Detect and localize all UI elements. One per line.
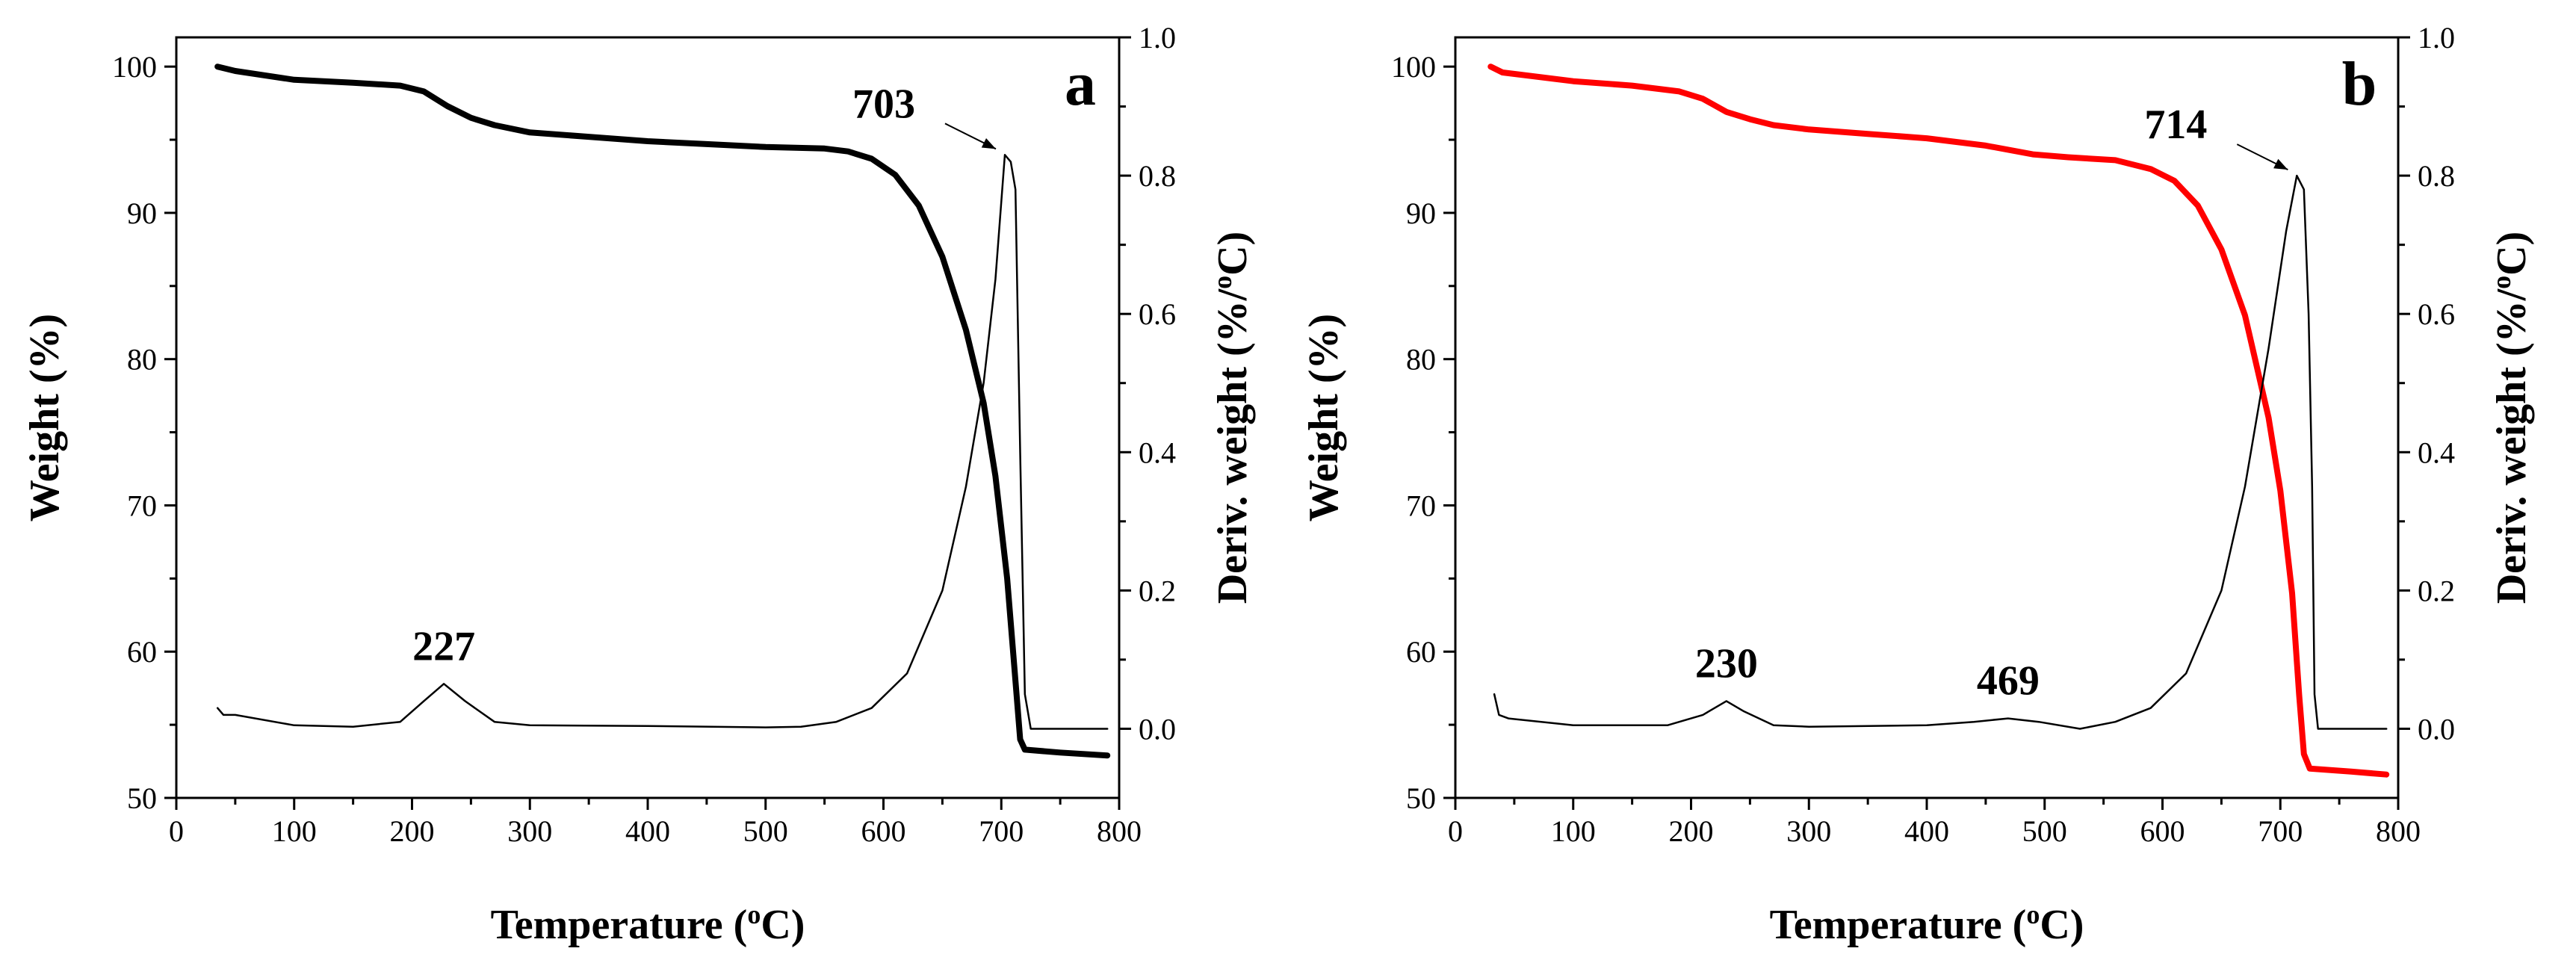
x-tick-label: 0 bbox=[1448, 814, 1463, 848]
peak-label: 714 bbox=[2144, 102, 2207, 148]
annotation-arrowhead bbox=[981, 138, 996, 149]
x-tick-label: 800 bbox=[2376, 814, 2421, 848]
series-line-deriv-weight bbox=[216, 154, 1109, 730]
x-tick-label: 700 bbox=[2258, 814, 2303, 848]
y2-tick-label: 0.4 bbox=[1139, 436, 1176, 469]
y-tick-label: 60 bbox=[1406, 635, 1436, 669]
y2-tick-label: 0.6 bbox=[2418, 297, 2455, 331]
peak-label: 230 bbox=[1695, 640, 1758, 687]
y2-tick-label: 0.0 bbox=[2418, 712, 2455, 746]
x-tick-label: 100 bbox=[1551, 814, 1596, 848]
panel-label: a bbox=[1065, 49, 1096, 119]
y2-tick-label: 0.2 bbox=[1139, 574, 1176, 607]
x-tick-label: 200 bbox=[1669, 814, 1714, 848]
series-line-weight bbox=[214, 64, 1111, 759]
y2-tick-label: 0.0 bbox=[1139, 712, 1176, 746]
y-tick-label: 60 bbox=[127, 635, 157, 669]
annotation-arrowhead bbox=[2273, 158, 2288, 170]
y-axis-title: Weight (%) bbox=[1301, 314, 1347, 521]
y2-axis-title: Deriv. weight (%/oC) bbox=[2486, 232, 2535, 604]
series-line-weight bbox=[1487, 64, 2390, 778]
series-line-deriv-weight bbox=[1493, 174, 2388, 730]
x-tick-label: 200 bbox=[390, 814, 435, 848]
x-tick-label: 500 bbox=[2022, 814, 2067, 848]
x-tick-label: 400 bbox=[625, 814, 670, 848]
y-tick-label: 90 bbox=[1406, 196, 1436, 230]
y-tick-label: 50 bbox=[127, 781, 157, 815]
x-tick-label: 700 bbox=[979, 814, 1024, 848]
x-tick-label: 100 bbox=[272, 814, 317, 848]
x-tick-label: 300 bbox=[507, 814, 552, 848]
peak-label: 469 bbox=[1977, 658, 2040, 705]
y-tick-label: 80 bbox=[127, 343, 157, 377]
y2-axis-title: Deriv. weight (%/oC) bbox=[1207, 232, 1256, 604]
panel-b: 0 100 200 300 400 500 600 700 800 50 60 70 80 90 100 0.… bbox=[1301, 21, 2535, 948]
panel-a: 0 100 200 300 400 500 600 700 800 50 60 70 80 90 100 0.… bbox=[22, 21, 1256, 948]
peak-label: 703 bbox=[852, 81, 915, 127]
y-tick-label: 70 bbox=[1406, 489, 1436, 522]
y2-tick-label: 0.2 bbox=[2418, 574, 2455, 607]
x-tick-label: 400 bbox=[1904, 814, 1949, 848]
y2-tick-label: 0.8 bbox=[2418, 159, 2455, 193]
x-tick-label: 600 bbox=[2140, 814, 2185, 848]
y-tick-label: 80 bbox=[1406, 343, 1436, 377]
y-tick-label: 70 bbox=[127, 489, 157, 522]
y-tick-label: 100 bbox=[1391, 50, 1436, 84]
y-tick-label: 100 bbox=[112, 50, 157, 84]
y-tick-label: 90 bbox=[127, 196, 157, 230]
y2-tick-label: 0.6 bbox=[1139, 297, 1176, 331]
x-axis-title: Temperature (oC) bbox=[1770, 900, 2084, 948]
x-axis-title: Temperature (oC) bbox=[491, 900, 805, 948]
y-tick-label: 50 bbox=[1406, 781, 1436, 815]
y2-tick-label: 1.0 bbox=[2418, 21, 2455, 55]
x-tick-label: 800 bbox=[1097, 814, 1142, 848]
y-axis-title: Weight (%) bbox=[22, 314, 68, 521]
y2-tick-label: 1.0 bbox=[1139, 21, 1176, 55]
panel-label: b bbox=[2342, 49, 2377, 119]
x-tick-label: 0 bbox=[169, 814, 184, 848]
peak-label: 227 bbox=[412, 623, 475, 669]
y2-tick-label: 0.4 bbox=[2418, 436, 2455, 469]
x-tick-label: 300 bbox=[1786, 814, 1831, 848]
x-tick-label: 600 bbox=[861, 814, 906, 848]
x-tick-label: 500 bbox=[743, 814, 788, 848]
y2-tick-label: 0.8 bbox=[1139, 159, 1176, 193]
